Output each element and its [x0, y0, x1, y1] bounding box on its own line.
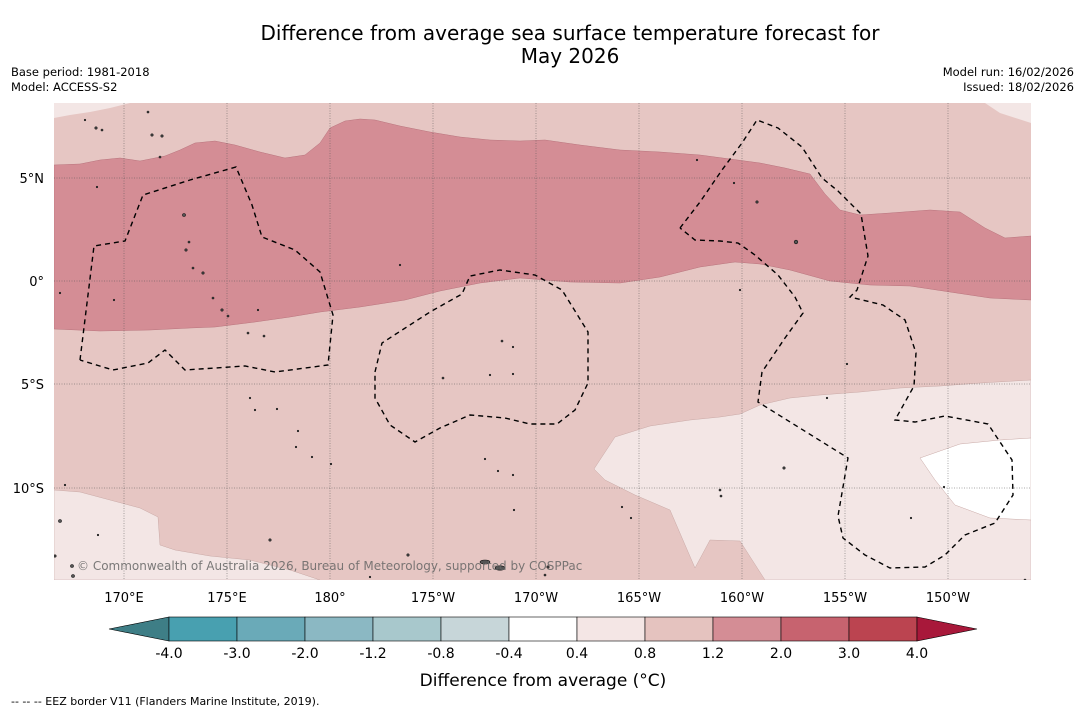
- colorbar-extend-high: [916, 616, 978, 642]
- colorbar-swatch: [576, 616, 646, 642]
- colorbar-extend-low: [108, 616, 170, 642]
- copyright-notice: © Commonwealth of Australia 2026, Bureau…: [77, 559, 582, 573]
- cb-tick-label: -4.0: [155, 646, 182, 662]
- colorbar-swatch: [644, 616, 714, 642]
- colorbar-ticks: -4.0 -3.0 -2.0 -1.2 -0.8 -0.4 0.4 0.8 1.…: [155, 646, 928, 662]
- title-line-1: Difference from average sea surface temp…: [260, 21, 880, 45]
- lon-label-180: 180°: [314, 591, 345, 606]
- eez-border-phoenix: [374, 269, 589, 443]
- lat-label-5n: 5°N: [20, 172, 45, 187]
- lon-label-170e: 170°E: [104, 591, 144, 606]
- eez-border-tuvalu: [79, 166, 334, 373]
- colorbar-swatch: [440, 616, 510, 642]
- eez-border-line-islands: [679, 119, 1014, 569]
- eez-borders: [79, 119, 1014, 569]
- longitude-labels: 170°E 175°E 180° 175°W 170°W 165°W 160°W…: [104, 591, 970, 606]
- colorbar: [108, 616, 978, 642]
- islands: [54, 110, 1027, 580]
- graticule: [54, 103, 1031, 580]
- cb-tick-label: 0.4: [566, 646, 588, 662]
- meta-right: Model run: 16/02/2026 Issued: 18/02/2026: [943, 65, 1074, 95]
- colorbar-swatch: [236, 616, 306, 642]
- anomaly-band-1-2-to-2-0: [54, 118, 1031, 332]
- model-name: Model: ACCESS-S2: [11, 80, 118, 94]
- colorbar-swatch: [372, 616, 442, 642]
- cb-tick-label: -0.4: [495, 646, 522, 662]
- lat-label-5s: 5°S: [21, 378, 44, 393]
- lon-label-175w: 175°W: [411, 591, 455, 606]
- cb-tick-label: -2.0: [291, 646, 318, 662]
- lon-label-160w: 160°W: [720, 591, 764, 606]
- title-line-2: May 2026: [520, 44, 620, 68]
- model-run: Model run: 16/02/2026: [942, 65, 1074, 79]
- map-panel: © Commonwealth of Australia 2026, Bureau…: [54, 103, 1031, 580]
- cb-tick-label: 2.0: [770, 646, 792, 662]
- cb-tick-label: -1.2: [359, 646, 386, 662]
- latitude-labels: 5°N 0° 5°S 10°S: [13, 172, 44, 497]
- eez-footnote: -- -- -- EEZ border V11 (Flanders Marine…: [11, 695, 320, 708]
- colorbar-swatch: [780, 616, 850, 642]
- colorbar-label: Difference from average (°C): [420, 671, 667, 691]
- colorbar-swatch: [712, 616, 782, 642]
- base-period: Base period: 1981-2018: [11, 65, 150, 79]
- lon-label-155w: 155°W: [823, 591, 867, 606]
- meta-left: Base period: 1981-2018 Model: ACCESS-S2: [11, 65, 150, 95]
- anomaly-band-0-4-to-0-8-northeast: [985, 103, 1031, 123]
- chart-title: Difference from average sea surface temp…: [0, 22, 1085, 68]
- cb-tick-label: 4.0: [906, 646, 928, 662]
- anomaly-band-0-4-to-0-8-southwest: [54, 489, 321, 580]
- lon-label-170w: 170°W: [514, 591, 558, 606]
- cb-tick-label: 3.0: [838, 646, 860, 662]
- lat-label-10s: 10°S: [13, 482, 44, 497]
- lon-label-150w: 150°W: [926, 591, 970, 606]
- colorbar-swatch: [508, 616, 578, 642]
- anomaly-band-0-4-to-0-8-south: [593, 379, 1031, 580]
- colorbar-swatch: [168, 616, 238, 642]
- cb-tick-label: -0.8: [427, 646, 454, 662]
- cb-tick-label: 0.8: [634, 646, 656, 662]
- colorbar-swatch: [848, 616, 918, 642]
- cb-tick-label: 1.2: [702, 646, 724, 662]
- lon-label-165w: 165°W: [617, 591, 661, 606]
- colorbar-swatch: [304, 616, 374, 642]
- cb-tick-label: -3.0: [223, 646, 250, 662]
- lat-label-0: 0°: [29, 275, 44, 290]
- issued-date: Issued: 18/02/2026: [963, 80, 1074, 94]
- anomaly-band-0-4-to-0-8-northwest: [54, 103, 130, 118]
- lon-label-175e: 175°E: [207, 591, 247, 606]
